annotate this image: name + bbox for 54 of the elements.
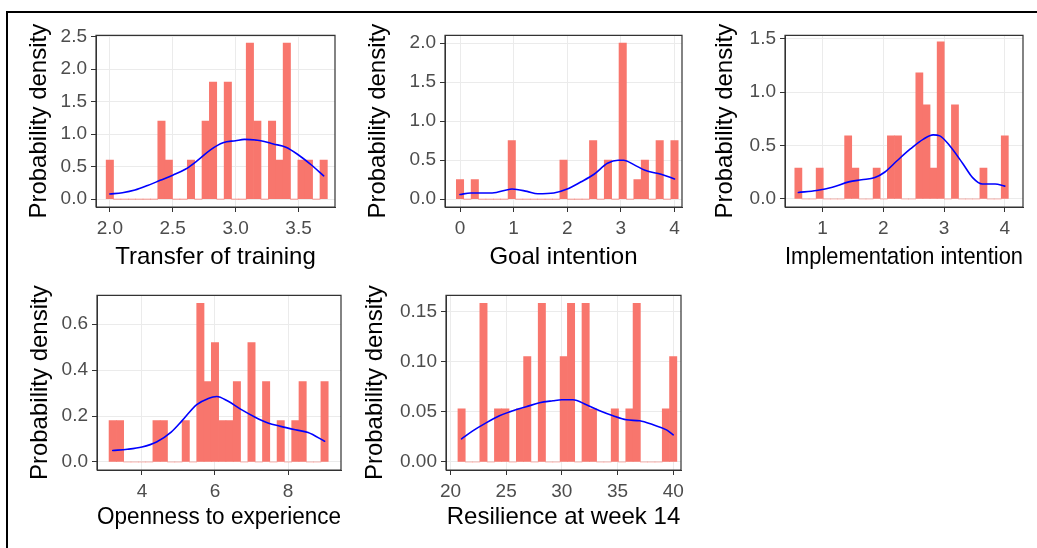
x-tick-label: 2.5 [159,216,186,238]
x-tick-label: 3.0 [222,216,249,238]
y-tick-label: 0.10 [400,349,437,371]
y-axis-title: Probability density [360,285,388,481]
x-tick-label: 6 [209,479,221,501]
y-tick-label: 0.5 [749,133,776,155]
y-tick-label: 0.6 [61,312,88,334]
y-tick-label: 0.0 [749,187,776,209]
x-axis-title: Resilience at week 14 [446,502,681,530]
x-tick-label: 3 [938,216,950,238]
x-tick-label: 20 [439,479,462,501]
y-tick-label: 0.05 [400,400,437,422]
y-axis-title: Probability density [24,23,52,219]
y-axis-title: Probability density [710,23,738,219]
x-tick-label: 0 [454,216,466,238]
x-axis-title: Transfer of training [115,242,316,270]
y-tick-label: 2.5 [60,24,87,46]
y-tick-label: 1.0 [749,80,776,102]
x-axis-title: Openness to experience [97,502,341,530]
x-tick-label: 2.0 [96,216,124,238]
y-tick-label: 0.0 [409,187,436,209]
y-axis-title: Probability density [363,23,391,219]
x-tick-label: 40 [662,479,684,501]
x-tick-label: 30 [551,479,573,501]
x-tick-label: 35 [606,479,629,501]
y-tick-label: 2.0 [409,31,436,53]
x-tick-label: 1 [508,216,519,238]
y-tick-label: 1.5 [60,89,87,111]
y-tick-label: 0.00 [400,450,437,472]
y-tick-label: 2.0 [60,57,87,79]
x-tick-label: 4 [669,216,681,238]
y-tick-label: 0.0 [61,450,88,472]
y-tick-label: 0.5 [409,148,436,170]
x-tick-label: 3 [615,216,627,238]
y-tick-label: 1.0 [409,109,436,131]
y-tick-label: 1.5 [409,70,436,92]
x-tick-label: 8 [282,479,294,501]
x-tick-label: 4 [136,479,148,501]
y-tick-label: 0.2 [61,404,88,426]
y-tick-label: 1.0 [60,122,87,144]
x-tick-label: 2 [878,216,889,238]
y-axis-title: Probability density [25,285,53,481]
x-tick-label: 25 [495,479,517,501]
x-tick-label: 3.5 [285,216,312,238]
x-tick-label: 4 [999,216,1011,238]
y-tick-label: 0.15 [400,299,437,321]
x-axis-title: Goal intention [489,242,638,270]
y-tick-label: 1.5 [749,26,776,48]
y-tick-label: 0.0 [60,187,87,209]
x-axis-title: Implementation intention [785,242,1023,270]
x-tick-label: 1 [817,216,828,238]
x-tick-label: 2 [561,216,573,238]
y-tick-label: 0.4 [61,358,89,380]
y-tick-label: 0.5 [60,154,87,176]
